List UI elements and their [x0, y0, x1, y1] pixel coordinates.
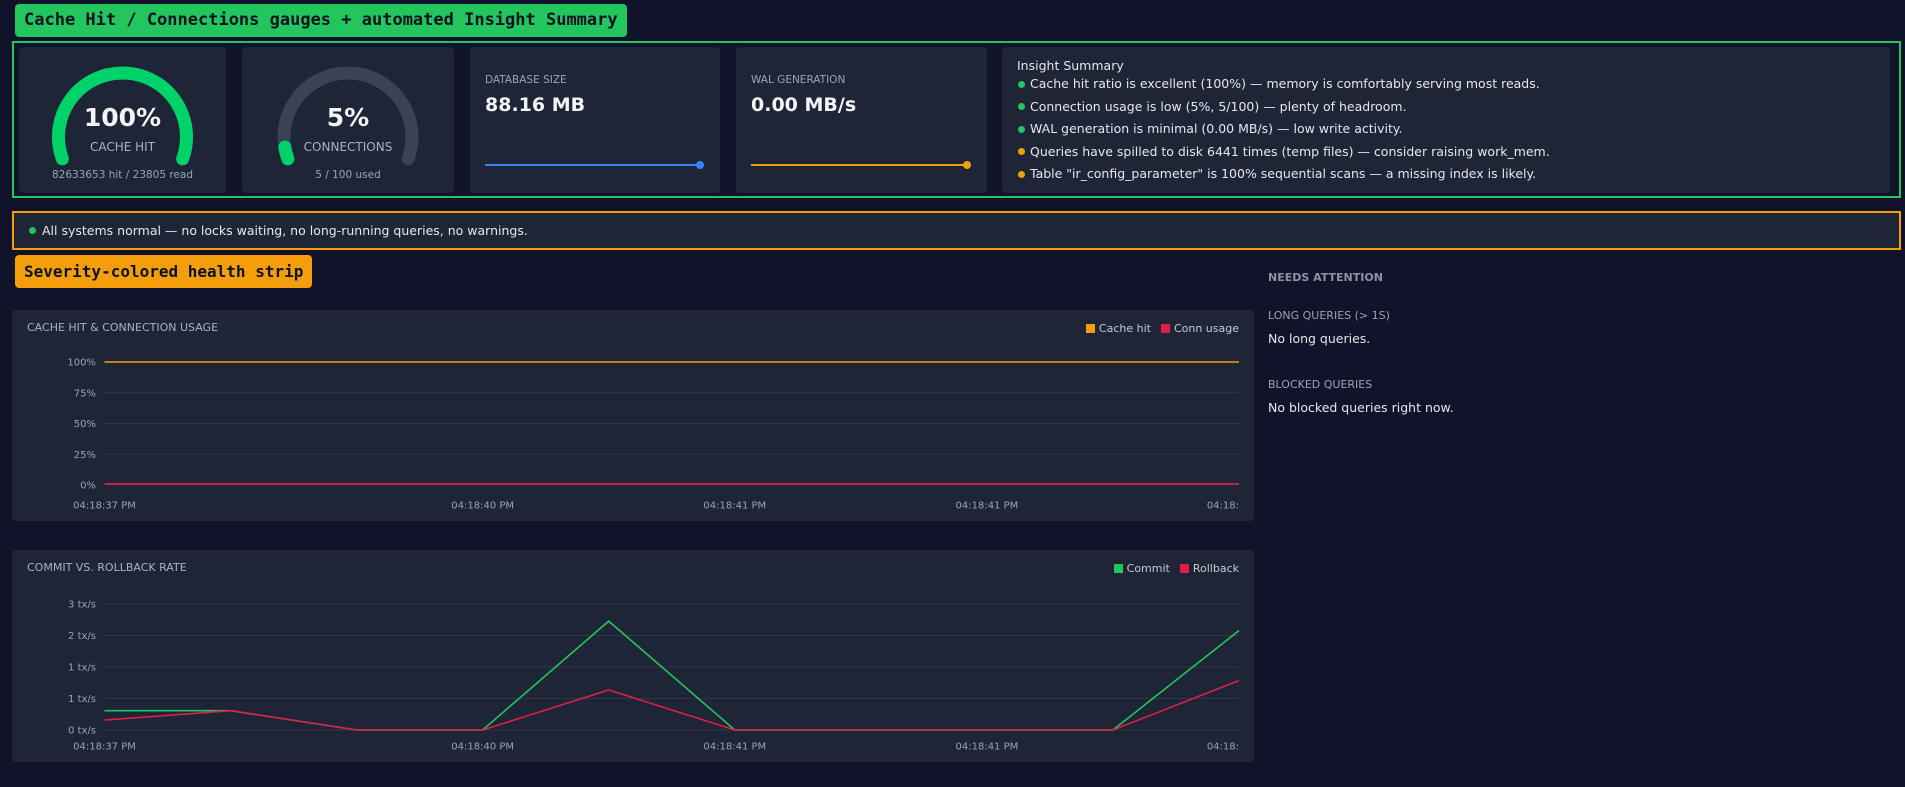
graphic: 5% CONNECTIONS 5 / 100 used: [277, 66, 419, 181]
annotation-banner: Cache Hit / Connections gauges + automat…: [15, 4, 627, 37]
y-tick-label: 1 tx/s: [68, 694, 96, 705]
stat-value: 88.16 MB: [485, 94, 585, 116]
gauge-label: CACHE HIT: [90, 140, 156, 154]
section-text: No blocked queries right now.: [1268, 400, 1454, 415]
chart-title: COMMIT VS. ROLLBACK RATE: [27, 561, 187, 574]
y-tick-label: 75%: [74, 388, 96, 399]
section-text: No long queries.: [1268, 331, 1371, 346]
graphic: 100% CACHE HIT 82633653 hit / 23805 read: [52, 66, 193, 181]
legend-label: Commit: [1126, 562, 1170, 575]
insight-item: Queries have spilled to disk 6441 times …: [1030, 143, 1550, 159]
legend-item: Conn usage: [1160, 322, 1239, 335]
x-tick-label: 04:18:: [1207, 501, 1239, 512]
gauge-detail: 82633653 hit / 23805 read: [52, 169, 193, 181]
y-tick-label: 1 tx/s: [68, 663, 96, 674]
legend-label: Rollback: [1192, 562, 1239, 575]
status-dot: [1018, 103, 1025, 110]
annotation-banner: Severity-colored health strip: [15, 255, 313, 288]
legend-swatch: [1179, 564, 1189, 573]
section-label: BLOCKED QUERIES: [1268, 378, 1373, 391]
legend-swatch: [1085, 324, 1095, 333]
insight-item: Cache hit ratio is excellent (100%) — me…: [1030, 76, 1540, 91]
section-title: NEEDS ATTENTION: [1268, 271, 1383, 284]
status-dot: [1018, 148, 1025, 155]
graphic: WAL GENERATION 0.00 MB/s: [751, 74, 971, 169]
x-tick-label: 04:18:37 PM: [73, 501, 136, 512]
stat-value: 0.00 MB/s: [751, 94, 856, 116]
line-series: [104, 620, 1240, 731]
gauge-card: 5% CONNECTIONS 5 / 100 used: [242, 47, 454, 193]
graphic: 0 tx/s 1 tx/s 1 tx/s 2 tx/s 3 tx/s 04:18:37 P…: [68, 600, 1240, 753]
x-tick-label: 04:18:37 PM: [73, 742, 136, 753]
insight-item: WAL generation is minimal (0.00 MB/s) — …: [1030, 121, 1403, 136]
legend-item: Cache hit: [1085, 322, 1151, 335]
gauge-value: 5%: [327, 103, 369, 132]
insight-item: Connection usage is low (5%, 5/100) — pl…: [1030, 98, 1407, 114]
legend-label: Cache hit: [1098, 322, 1151, 335]
health-strip: All systems normal — no locks waiting, n…: [12, 211, 1901, 250]
gauge-value: 100%: [84, 103, 161, 132]
y-tick-label: 2 tx/s: [68, 631, 96, 642]
y-tick-label: 0 tx/s: [68, 726, 96, 737]
insight-title: Insight Summary: [1017, 58, 1124, 73]
status-dot: [29, 227, 36, 234]
legend-label: Conn usage: [1173, 322, 1239, 335]
status-dot: [1018, 170, 1025, 178]
x-tick-label: 04:18:: [1207, 742, 1239, 753]
status-dot: [1018, 125, 1025, 133]
legend-item: Rollback: [1179, 562, 1239, 575]
gauge-card: 100% CACHE HIT 82633653 hit / 23805 read: [19, 47, 226, 193]
gauge-label: CONNECTIONS: [304, 140, 393, 154]
y-tick-label: 100%: [67, 358, 96, 369]
graphic: DATABASE SIZE 88.16 MB: [485, 74, 704, 169]
x-tick-label: 04:18:41 PM: [703, 501, 766, 512]
legend: Commit Rollback: [1113, 562, 1239, 575]
highlight-box: [12, 41, 1901, 198]
sparkline-dot: [696, 161, 704, 169]
status-dot: [1018, 80, 1025, 88]
line-series: [104, 679, 1240, 731]
y-tick-label: 3 tx/s: [68, 600, 96, 611]
legend: Cache hit Conn usage: [1085, 322, 1239, 335]
x-tick-label: 04:18:40 PM: [451, 742, 514, 753]
y-tick-label: 0%: [80, 481, 96, 492]
legend-swatch: [1113, 564, 1123, 573]
y-tick-label: 50%: [74, 419, 96, 430]
chart-panel: 0 tx/s 1 tx/s 1 tx/s 2 tx/s 3 tx/s 04:18:37 P…: [12, 550, 1254, 762]
stat-card: DATABASE SIZE 88.16 MB: [470, 47, 720, 193]
legend-swatch: [1160, 324, 1170, 333]
section-label: LONG QUERIES (> 1S): [1268, 309, 1390, 322]
x-tick-label: 04:18:41 PM: [956, 742, 1019, 753]
graphic: 0% 25% 50% 75% 100% 04:18:37 PM 04:18:40 PM 04:…: [67, 358, 1239, 512]
chart-title: CACHE HIT & CONNECTION USAGE: [27, 321, 219, 334]
x-tick-label: 04:18:41 PM: [956, 501, 1019, 512]
chart-panel: 0% 25% 50% 75% 100% 04:18:37 PM 04:18:40 PM 04:…: [12, 310, 1254, 521]
gauge-detail: 5 / 100 used: [315, 169, 381, 181]
legend-item: Commit: [1113, 562, 1170, 575]
y-tick-label: 25%: [74, 450, 96, 461]
gauge-arc: [52, 66, 193, 166]
x-tick-label: 04:18:40 PM: [451, 501, 514, 512]
x-tick-label: 04:18:41 PM: [703, 742, 766, 753]
stat-label: WAL GENERATION: [751, 74, 845, 86]
insight-card: Insight Summary Cache hit ratio is excel…: [1002, 47, 1890, 193]
gauge-arc: [278, 140, 295, 166]
health-text: All systems normal — no locks waiting, n…: [42, 223, 528, 238]
stat-card: WAL GENERATION 0.00 MB/s: [736, 47, 987, 193]
gauge-track: [277, 66, 419, 166]
sparkline-dot: [963, 161, 971, 169]
stat-label: DATABASE SIZE: [485, 74, 567, 86]
insight-item: Table "ir_config_parameter" is 100% sequ…: [1030, 166, 1537, 181]
